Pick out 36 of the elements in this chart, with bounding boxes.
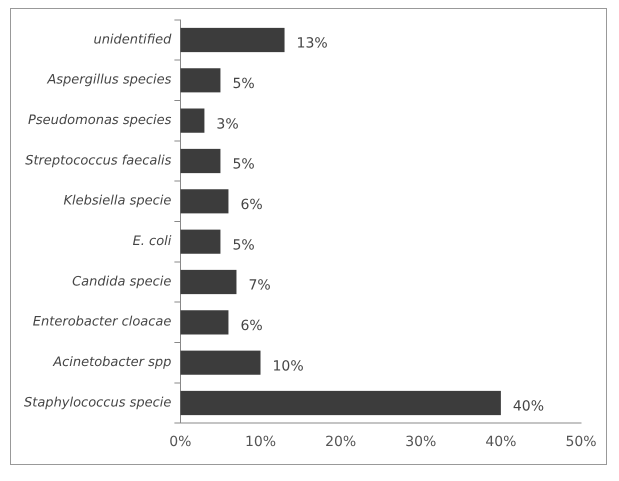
bar [180,390,501,416]
bar [180,148,220,174]
y-tick-label: Staphylococcus specie [24,395,172,410]
x-tick-label: 30% [405,434,436,450]
x-tick-label: 40% [485,434,516,450]
data-label: 40% [512,398,544,415]
y-tick-label: E. coli [132,234,172,250]
bar [180,28,285,52]
data-label: 5% [232,156,255,173]
y-tick-label: Pseudomonas species [28,113,172,128]
y-tick-label: Enterobacter cloacae [32,314,172,330]
bar [180,350,261,375]
bar [180,68,220,92]
bar [180,270,236,294]
data-label: 5% [232,76,255,92]
data-label: 13% [296,36,328,52]
y-tick-label: Streptococcus faecalis [25,153,172,168]
bar [180,108,204,133]
y-tick-label: Aspergillus species [46,72,172,88]
bar [180,310,228,334]
data-label: 10% [272,358,304,374]
x-tick-label: 0% [169,434,192,450]
bar [180,230,220,254]
y-tick-label: Klebsiella specie [64,194,172,209]
x-tick-label: 10% [244,434,276,450]
y-tick-label: unidentified [93,32,172,48]
data-label: 6% [240,196,263,213]
data-label: 3% [216,116,239,132]
x-tick-label: 50% [565,434,597,450]
data-label: 7% [248,278,271,294]
bar [180,189,228,214]
data-label: 5% [232,237,255,254]
x-tick-label: 20% [325,434,356,450]
y-tick-label: Candida specie [72,274,172,290]
y-tick-label: Acinetobacter spp [52,355,172,370]
data-label: 6% [240,318,263,334]
